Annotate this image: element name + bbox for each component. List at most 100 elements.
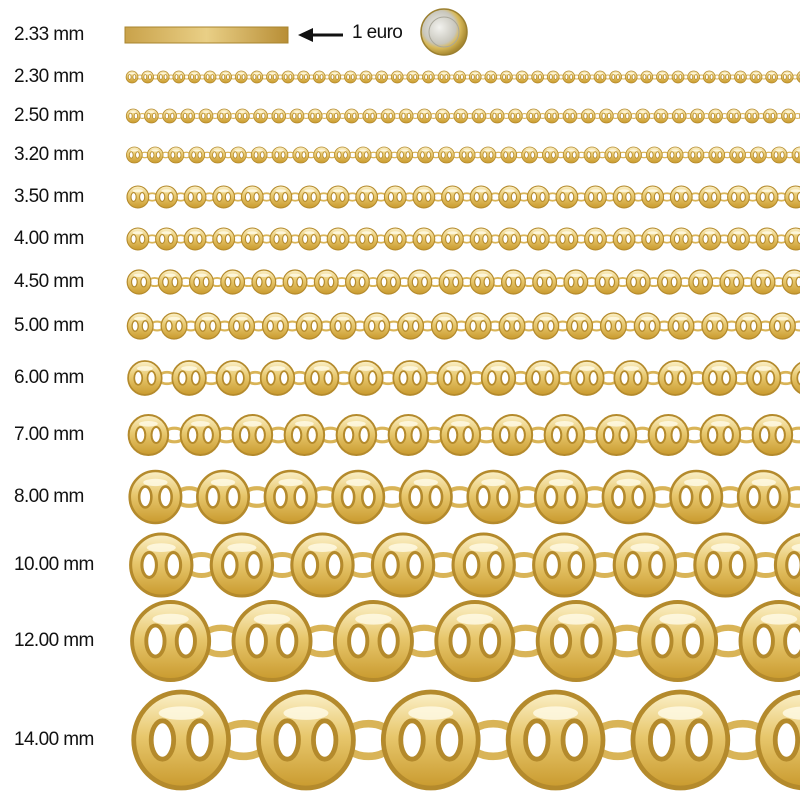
- link: [687, 146, 705, 164]
- link: [762, 108, 778, 124]
- link-hole: [191, 151, 196, 159]
- link-hole: [598, 276, 606, 288]
- link-shine: [189, 231, 201, 235]
- link-hole: [205, 485, 221, 509]
- link-shine: [713, 149, 721, 152]
- link-shine: [507, 273, 520, 277]
- link-hole: [770, 112, 775, 120]
- link-hole: [794, 151, 800, 159]
- link-shine: [566, 72, 572, 75]
- link-hole: [681, 623, 704, 659]
- link-hole: [359, 192, 366, 202]
- link-hole: [627, 74, 631, 80]
- link-shine: [519, 72, 525, 75]
- link-shine: [269, 366, 286, 371]
- link-hole: [625, 192, 632, 202]
- link-hole: [396, 192, 403, 202]
- link: [531, 70, 544, 84]
- link-hole: [772, 718, 800, 762]
- link-hole: [569, 74, 573, 80]
- link-hole: [318, 276, 325, 288]
- link-hole: [631, 74, 636, 80]
- link-shine: [378, 72, 385, 75]
- link-hole: [330, 234, 337, 244]
- link: [144, 108, 159, 124]
- link: [198, 108, 214, 124]
- link-shine: [533, 231, 544, 235]
- link: [718, 70, 732, 84]
- link-hole: [210, 74, 215, 80]
- link: [434, 600, 516, 682]
- link-hole: [310, 370, 320, 386]
- link-hole: [140, 551, 158, 579]
- link-shine: [446, 366, 463, 371]
- link-hole: [483, 276, 491, 288]
- link-hole: [146, 370, 157, 386]
- link-shine: [247, 189, 258, 193]
- link-hole: [176, 151, 182, 159]
- link-hole: [552, 112, 557, 120]
- link-hole: [502, 74, 506, 80]
- link-shine: [674, 316, 688, 321]
- link: [326, 108, 341, 124]
- link-hole: [149, 151, 155, 159]
- link-hole: [163, 74, 168, 80]
- link: [231, 414, 274, 456]
- link-shine: [484, 149, 492, 152]
- link-shine: [505, 316, 519, 321]
- link: [441, 227, 464, 251]
- link: [532, 269, 558, 295]
- link-hole: [323, 370, 334, 386]
- link: [370, 532, 436, 598]
- link-hole: [224, 234, 232, 244]
- link-shine: [357, 366, 374, 371]
- link-hole: [566, 426, 578, 444]
- link-hole: [510, 112, 515, 120]
- link-hole: [736, 74, 740, 80]
- link-hole: [795, 276, 800, 288]
- link-hole: [752, 112, 757, 120]
- link: [235, 108, 250, 124]
- link-shine: [533, 189, 544, 193]
- link: [387, 414, 430, 456]
- link: [500, 146, 518, 164]
- link-hole: [628, 151, 633, 159]
- link-shine: [191, 72, 198, 75]
- link: [687, 70, 700, 84]
- link-hole: [498, 426, 511, 444]
- link: [768, 312, 796, 340]
- link-shine: [366, 111, 374, 114]
- link-shine: [439, 111, 446, 114]
- link-hole: [543, 485, 559, 509]
- link: [641, 185, 665, 209]
- link-shine: [493, 111, 501, 114]
- link: [532, 312, 560, 340]
- link-hole: [179, 74, 183, 80]
- link-hole: [190, 74, 194, 80]
- link-hole: [365, 112, 370, 120]
- link-shine: [129, 72, 135, 75]
- link-hole: [302, 192, 309, 202]
- link-hole: [406, 551, 424, 579]
- link-hole: [382, 74, 386, 80]
- link-shine: [694, 111, 701, 114]
- link-shine: [338, 149, 347, 152]
- link: [183, 227, 207, 251]
- link-hole: [551, 151, 556, 159]
- link-hole: [623, 551, 642, 579]
- link-shine: [227, 543, 257, 552]
- link: [765, 70, 778, 84]
- link-hole: [661, 276, 669, 288]
- link-shine: [202, 111, 210, 114]
- link-hole: [310, 320, 318, 332]
- link-shine: [472, 72, 479, 75]
- link-hole: [625, 234, 632, 244]
- link-shine: [402, 111, 410, 114]
- link: [546, 70, 560, 84]
- link-hole: [758, 426, 771, 444]
- link-shine: [408, 706, 454, 720]
- link: [466, 469, 521, 525]
- link-shine: [413, 478, 438, 487]
- link-hole: [709, 74, 714, 80]
- link-shine: [346, 478, 371, 487]
